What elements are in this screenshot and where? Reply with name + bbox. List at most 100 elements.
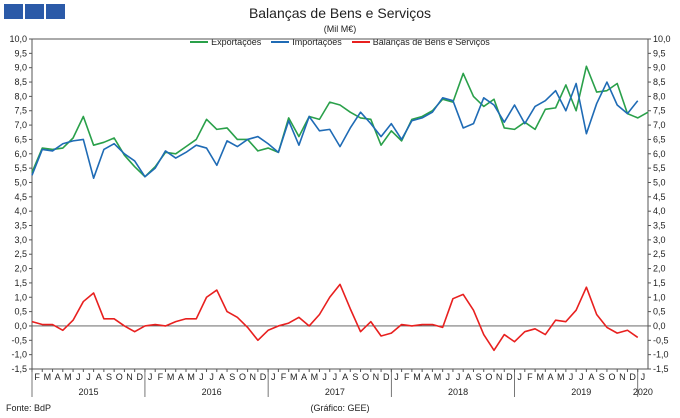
x-month-label: S	[229, 372, 235, 382]
series-line-imports	[31, 81, 639, 179]
y-tick-label-right: 7,5	[653, 106, 666, 116]
source-note: Fonte: BdP	[6, 403, 52, 413]
x-month-label: M	[44, 372, 52, 382]
y-tick-label-right: 2,5	[653, 249, 666, 259]
x-month-label: J	[199, 372, 204, 382]
x-month-label: M	[413, 372, 421, 382]
x-month-label: F	[527, 372, 533, 382]
y-tick-label-left: 4,5	[14, 192, 27, 202]
x-month-label: A	[219, 372, 225, 382]
y-tick-label-right: 0,5	[653, 307, 666, 317]
x-month-label: S	[599, 372, 605, 382]
x-month-label: S	[352, 372, 358, 382]
y-tick-label-left: 0,5	[14, 307, 27, 317]
y-tick-label-right: 3,5	[653, 221, 666, 231]
x-month-label: N	[373, 372, 380, 382]
y-tick-label-left: 10,0	[9, 34, 27, 44]
x-month-label: D	[260, 372, 267, 382]
series-line-balance	[31, 283, 639, 352]
y-tick-label-left: -0,5	[11, 335, 27, 345]
legend-swatch-exports	[190, 41, 209, 43]
y-tick-label-right: -0,5	[653, 335, 669, 345]
x-month-label: D	[629, 372, 636, 382]
x-year-label: 2019	[571, 387, 591, 397]
x-month-label: D	[506, 372, 513, 382]
y-tick-label-right: 2,0	[653, 264, 666, 274]
x-month-label: M	[311, 372, 319, 382]
logo-square	[46, 4, 65, 19]
x-month-label: N	[249, 372, 256, 382]
y-tick-label-left: 6,0	[14, 149, 27, 159]
y-tick-label-right: 6,5	[653, 134, 666, 144]
logo	[4, 4, 65, 19]
y-tick-label-left: 2,0	[14, 264, 27, 274]
y-tick-label-left: 3,5	[14, 221, 27, 231]
y-tick-label-left: 8,0	[14, 91, 27, 101]
legend-label-exports: Exportações	[211, 37, 262, 47]
y-tick-label-left: 6,5	[14, 134, 27, 144]
legend-item-balance: Balanças de Bens e Serviços	[351, 37, 490, 47]
x-month-label: J	[394, 372, 399, 382]
y-tick-label-right: 9,5	[653, 48, 666, 58]
x-month-label: M	[557, 372, 565, 382]
legend-label-imports: Importações	[292, 37, 342, 47]
chart-title: Balanças de Bens e Serviços	[248, 5, 432, 21]
y-tick-label-left: -1,5	[11, 364, 27, 374]
x-month-label: J	[446, 372, 451, 382]
y-tick-label-left: -1,0	[11, 350, 27, 360]
y-tick-label-left: 7,0	[14, 120, 27, 130]
x-month-label: A	[55, 372, 61, 382]
x-year-label: 2015	[78, 387, 98, 397]
series-line-exports	[31, 65, 649, 178]
x-month-label: J	[569, 372, 574, 382]
x-month-label: A	[589, 372, 595, 382]
x-month-label: N	[126, 372, 133, 382]
legend-swatch-balance	[351, 41, 370, 43]
y-tick-label-left: 0,0	[14, 321, 27, 331]
y-tick-label-right: 6,0	[653, 149, 666, 159]
x-month-label: M	[434, 372, 442, 382]
y-tick-label-left: 3,0	[14, 235, 27, 245]
y-tick-label-left: 9,5	[14, 48, 27, 58]
y-tick-label-right: 9,0	[653, 63, 666, 73]
x-month-label: D	[383, 372, 390, 382]
x-year-label: 2018	[448, 387, 468, 397]
y-tick-label-left: 5,5	[14, 163, 27, 173]
x-month-label: A	[178, 372, 184, 382]
x-month-label: A	[301, 372, 307, 382]
x-month-label: A	[465, 372, 471, 382]
x-month-label: M	[187, 372, 195, 382]
y-tick-label-right: 5,0	[653, 177, 666, 187]
x-month-label: O	[362, 372, 369, 382]
x-month-label: J	[209, 372, 214, 382]
y-tick-label-left: 9,0	[14, 63, 27, 73]
logo-square	[25, 4, 44, 19]
y-tick-label-left: 7,5	[14, 106, 27, 116]
x-month-label: D	[137, 372, 144, 382]
chart-legend: Exportações Importações Balanças de Bens…	[0, 37, 680, 47]
x-month-label: N	[496, 372, 503, 382]
x-month-label: J	[456, 372, 461, 382]
y-tick-label-right: 8,5	[653, 77, 666, 87]
x-month-label: A	[342, 372, 348, 382]
chart-subtitle: (Mil M€)	[323, 24, 357, 34]
y-tick-label-left: 4,0	[14, 206, 27, 216]
y-tick-label-left: 8,5	[14, 77, 27, 87]
x-month-label: S	[106, 372, 112, 382]
x-month-label: O	[239, 372, 246, 382]
y-tick-label-right: 4,0	[653, 206, 666, 216]
x-month-label: M	[64, 372, 72, 382]
x-month-label: J	[86, 372, 91, 382]
x-month-label: J	[322, 372, 327, 382]
x-month-label: M	[536, 372, 544, 382]
x-month-label: F	[281, 372, 287, 382]
x-month-label: J	[641, 372, 646, 382]
x-month-label: F	[158, 372, 164, 382]
x-month-label: O	[116, 372, 123, 382]
y-tick-label-right: 3,0	[653, 235, 666, 245]
x-month-label: J	[271, 372, 276, 382]
legend-item-exports: Exportações	[190, 37, 261, 47]
x-month-label: J	[517, 372, 522, 382]
x-month-label: O	[609, 372, 616, 382]
